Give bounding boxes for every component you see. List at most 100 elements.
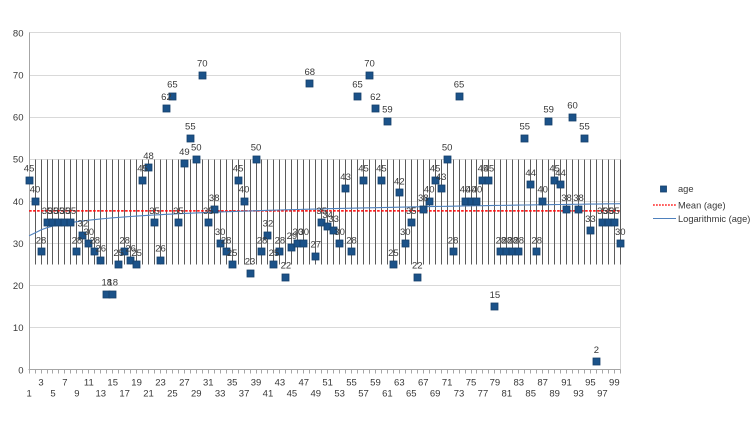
svg-text:30: 30: [84, 227, 95, 238]
svg-text:32: 32: [78, 218, 89, 229]
svg-text:45: 45: [287, 388, 298, 399]
svg-text:75: 75: [466, 377, 477, 388]
svg-text:93: 93: [573, 388, 584, 399]
svg-text:49: 49: [179, 147, 190, 158]
svg-text:63: 63: [394, 377, 405, 388]
svg-text:57: 57: [358, 388, 369, 399]
svg-text:71: 71: [442, 377, 453, 388]
svg-text:70: 70: [197, 58, 208, 69]
svg-text:45: 45: [478, 164, 489, 175]
svg-text:25: 25: [388, 248, 399, 259]
svg-text:44: 44: [525, 168, 536, 179]
svg-text:40: 40: [537, 185, 548, 196]
svg-text:61: 61: [382, 388, 393, 399]
svg-text:70: 70: [13, 70, 24, 81]
svg-text:35: 35: [609, 206, 620, 217]
svg-text:28: 28: [119, 235, 130, 246]
svg-text:30: 30: [400, 227, 411, 238]
svg-text:25: 25: [269, 248, 280, 259]
svg-text:95: 95: [585, 377, 596, 388]
svg-text:39: 39: [251, 377, 262, 388]
svg-text:35: 35: [406, 206, 417, 217]
svg-text:28: 28: [257, 235, 268, 246]
svg-text:50: 50: [251, 143, 262, 154]
svg-text:28: 28: [275, 235, 286, 246]
svg-text:55: 55: [185, 122, 196, 133]
svg-text:70: 70: [364, 58, 375, 69]
svg-text:81: 81: [502, 388, 513, 399]
svg-text:34: 34: [322, 210, 333, 221]
svg-text:55: 55: [519, 122, 530, 133]
svg-text:50: 50: [442, 143, 453, 154]
svg-text:1: 1: [26, 388, 31, 399]
svg-text:28: 28: [448, 235, 459, 246]
svg-text:35: 35: [42, 206, 53, 217]
svg-text:Logarithmic (age): Logarithmic (age): [678, 214, 750, 224]
svg-text:43: 43: [340, 172, 351, 183]
svg-text:35: 35: [203, 206, 214, 217]
svg-text:48: 48: [143, 151, 154, 162]
svg-text:27: 27: [179, 377, 190, 388]
svg-text:45: 45: [233, 164, 244, 175]
svg-text:25: 25: [227, 248, 238, 259]
svg-text:42: 42: [394, 176, 405, 187]
svg-text:53: 53: [334, 388, 345, 399]
svg-text:20: 20: [13, 281, 24, 292]
svg-text:15: 15: [107, 377, 118, 388]
svg-text:65: 65: [406, 388, 417, 399]
svg-text:30: 30: [13, 239, 24, 250]
svg-text:11: 11: [84, 377, 94, 388]
svg-text:35: 35: [173, 206, 184, 217]
svg-text:35: 35: [316, 206, 327, 217]
svg-text:55: 55: [579, 122, 590, 133]
svg-text:38: 38: [561, 193, 572, 204]
svg-text:65: 65: [352, 79, 363, 90]
svg-text:33: 33: [215, 388, 226, 399]
svg-text:99: 99: [609, 377, 620, 388]
svg-text:35: 35: [597, 206, 608, 217]
svg-text:62: 62: [370, 92, 381, 103]
svg-text:55: 55: [346, 377, 357, 388]
svg-text:40: 40: [239, 185, 250, 196]
svg-text:28: 28: [496, 235, 507, 246]
svg-text:45: 45: [549, 164, 560, 175]
svg-text:45: 45: [358, 164, 369, 175]
svg-text:35: 35: [48, 206, 59, 217]
svg-text:35: 35: [54, 206, 65, 217]
svg-text:43: 43: [436, 172, 447, 183]
svg-text:28: 28: [72, 235, 83, 246]
svg-text:49: 49: [310, 388, 321, 399]
svg-text:97: 97: [597, 388, 608, 399]
svg-text:77: 77: [478, 388, 489, 399]
svg-text:87: 87: [537, 377, 548, 388]
svg-text:38: 38: [418, 193, 429, 204]
svg-text:47: 47: [299, 377, 310, 388]
svg-text:51: 51: [322, 377, 333, 388]
svg-text:28: 28: [90, 235, 101, 246]
svg-text:73: 73: [454, 388, 465, 399]
svg-text:5: 5: [50, 388, 55, 399]
svg-text:25: 25: [113, 248, 124, 259]
svg-text:28: 28: [502, 235, 513, 246]
svg-text:23: 23: [155, 377, 166, 388]
svg-text:29: 29: [191, 388, 202, 399]
svg-text:50: 50: [13, 155, 24, 166]
svg-text:33: 33: [585, 214, 596, 225]
svg-text:60: 60: [567, 100, 578, 111]
svg-text:30: 30: [293, 227, 304, 238]
svg-text:35: 35: [60, 206, 71, 217]
svg-text:21: 21: [143, 388, 154, 399]
svg-text:65: 65: [167, 79, 178, 90]
svg-text:59: 59: [370, 377, 381, 388]
svg-text:22: 22: [412, 261, 423, 272]
svg-text:45: 45: [484, 164, 495, 175]
svg-text:28: 28: [346, 235, 357, 246]
svg-text:65: 65: [454, 79, 465, 90]
svg-text:19: 19: [131, 377, 142, 388]
svg-text:40: 40: [424, 185, 435, 196]
svg-text:45: 45: [430, 164, 441, 175]
svg-text:35: 35: [66, 206, 77, 217]
svg-text:50: 50: [191, 143, 202, 154]
svg-text:85: 85: [525, 388, 536, 399]
svg-text:38: 38: [209, 193, 220, 204]
